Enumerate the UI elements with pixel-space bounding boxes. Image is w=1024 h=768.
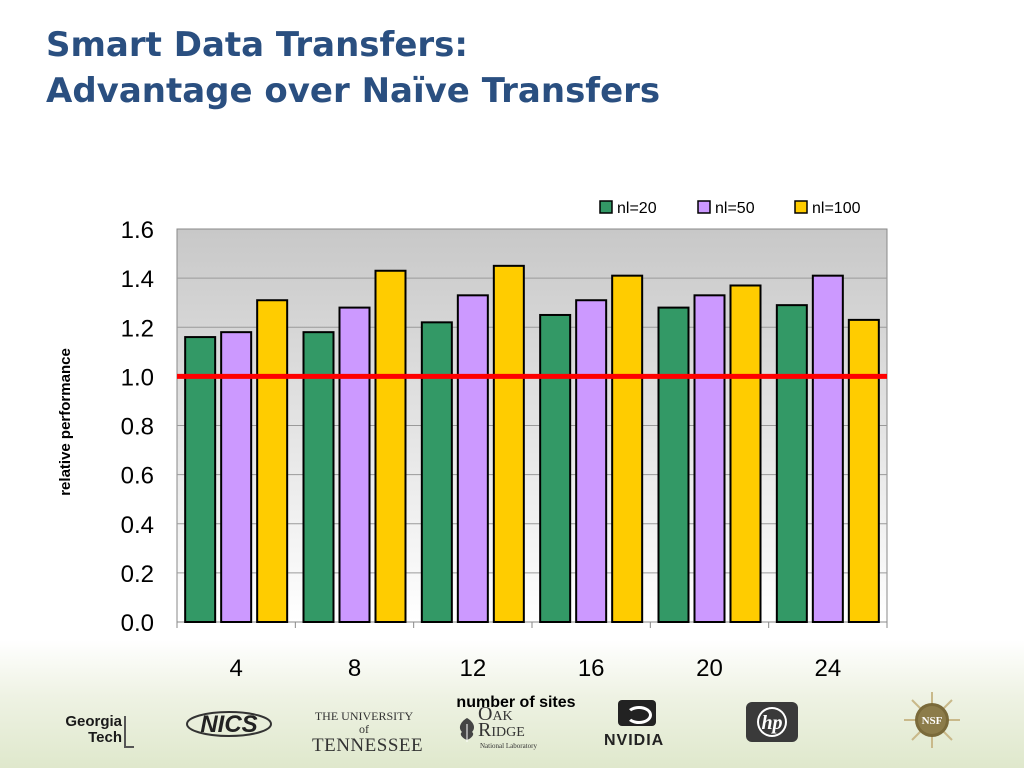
y-tick-label: 0.6 bbox=[121, 463, 154, 490]
footer-band bbox=[0, 640, 1024, 768]
x-tick-label: 12 bbox=[459, 655, 486, 682]
legend-swatch bbox=[794, 200, 808, 214]
nics-wordmark: NICS bbox=[200, 711, 257, 738]
georgia-tech-logo-line-2: Tech bbox=[88, 729, 122, 746]
y-tick-label: 1.2 bbox=[121, 315, 154, 342]
x-tick-label: 16 bbox=[578, 655, 605, 682]
slide-title-line-2: Advantage over Naïve Transfers bbox=[46, 71, 661, 111]
bar-nl-100-24 bbox=[847, 318, 880, 623]
tennessee-logo: THE UNIVERSITY of TENNESSEE bbox=[312, 709, 424, 756]
y-tick-label: 1.0 bbox=[121, 364, 154, 391]
y-axis-ticks: 0.0 0.2 0.4 0.6 0.8 1.0 1.2 1.4 1.6 bbox=[121, 217, 154, 637]
nics-logo: NICS bbox=[184, 708, 274, 745]
y-tick-label: 1.6 bbox=[121, 217, 154, 244]
x-tick-label: 8 bbox=[348, 655, 361, 682]
legend-swatch bbox=[599, 200, 613, 214]
nvidia-wordmark: NVIDIA bbox=[604, 732, 665, 749]
y-tick-label: 0.2 bbox=[121, 561, 154, 588]
x-axis-label: number of sites bbox=[456, 694, 575, 711]
campanile-icon bbox=[124, 716, 134, 748]
bar-nl-20-12 bbox=[420, 321, 453, 623]
hp-wordmark: hp bbox=[761, 712, 782, 734]
oak-ridge-logo-line-1: Oak bbox=[478, 703, 513, 725]
slide-title: Smart Data Transfers: Advantage over Naï… bbox=[46, 22, 660, 114]
tennessee-logo-line-1: THE UNIVERSITY of bbox=[314, 709, 414, 736]
bar-nl-50-12 bbox=[456, 294, 489, 623]
legend-label: nl=50 bbox=[715, 200, 755, 217]
slide-title-line-1: Smart Data Transfers: bbox=[46, 25, 468, 65]
legend-label: nl=100 bbox=[812, 200, 861, 217]
bar-nl-50-24 bbox=[811, 274, 844, 623]
bar-nl-20-20 bbox=[657, 306, 690, 623]
legend-label: nl=20 bbox=[617, 200, 657, 217]
y-tick-label: 0.8 bbox=[121, 414, 154, 441]
oak-ridge-logo-line-3: National Laboratory bbox=[480, 742, 537, 750]
bars bbox=[184, 264, 880, 623]
nvidia-eye-icon bbox=[618, 700, 656, 726]
oak-ridge-logo-line-2: Ridge bbox=[478, 719, 525, 741]
bar-nl-50-20 bbox=[693, 294, 726, 623]
bar-nl-100-8 bbox=[374, 269, 407, 623]
oak-leaf-icon bbox=[459, 718, 475, 742]
nsf-wordmark: NSF bbox=[922, 715, 943, 727]
legend-swatch bbox=[697, 200, 711, 214]
x-tick-label: 20 bbox=[696, 655, 723, 682]
bar-nl-100-4 bbox=[256, 299, 289, 623]
bar-nl-100-20 bbox=[729, 284, 762, 623]
bar-nl-50-8 bbox=[338, 306, 371, 623]
y-tick-label: 0.0 bbox=[121, 610, 154, 637]
hp-logo: hp bbox=[744, 700, 800, 744]
bar-nl-100-16 bbox=[611, 274, 644, 623]
bar-nl-20-8 bbox=[302, 331, 335, 623]
nsf-seal-icon: NSF bbox=[904, 692, 960, 748]
nvidia-logo: NVIDIA bbox=[604, 700, 666, 752]
hp-badge-icon: hp bbox=[746, 702, 798, 742]
tennessee-logo-line-2: TENNESSEE bbox=[312, 735, 424, 756]
nics-wordmark-icon: NICS bbox=[186, 711, 272, 738]
bar-chart: 0.0 0.2 0.4 0.6 0.8 1.0 1.2 1.4 1.6 4 8 12 16 20 24 n… bbox=[57, 200, 888, 711]
y-axis-label: relative performance bbox=[57, 348, 74, 496]
y-tick-label: 0.4 bbox=[121, 512, 154, 539]
x-tick-label: 24 bbox=[814, 655, 841, 682]
georgia-tech-logo-line-1: Georgia bbox=[65, 713, 122, 730]
legend: nl=20 nl=50 nl=100 bbox=[599, 200, 861, 217]
x-tick-label: 4 bbox=[229, 655, 242, 682]
nsf-logo: NSF bbox=[902, 690, 962, 750]
bar-nl-20-4 bbox=[184, 336, 217, 623]
sponsor-logos: Georgia Tech NICS THE UNIVERSITY of TENN… bbox=[0, 688, 1024, 768]
bar-nl-20-24 bbox=[775, 304, 808, 623]
bar-nl-20-16 bbox=[539, 313, 572, 623]
bar-nl-100-12 bbox=[492, 264, 525, 623]
y-tick-label: 1.4 bbox=[121, 266, 154, 293]
x-axis-ticks: 4 8 12 16 20 24 bbox=[176, 622, 888, 682]
georgia-tech-logo: Georgia Tech bbox=[42, 713, 134, 748]
bar-nl-50-4 bbox=[220, 331, 253, 623]
bar-nl-50-16 bbox=[575, 299, 608, 623]
